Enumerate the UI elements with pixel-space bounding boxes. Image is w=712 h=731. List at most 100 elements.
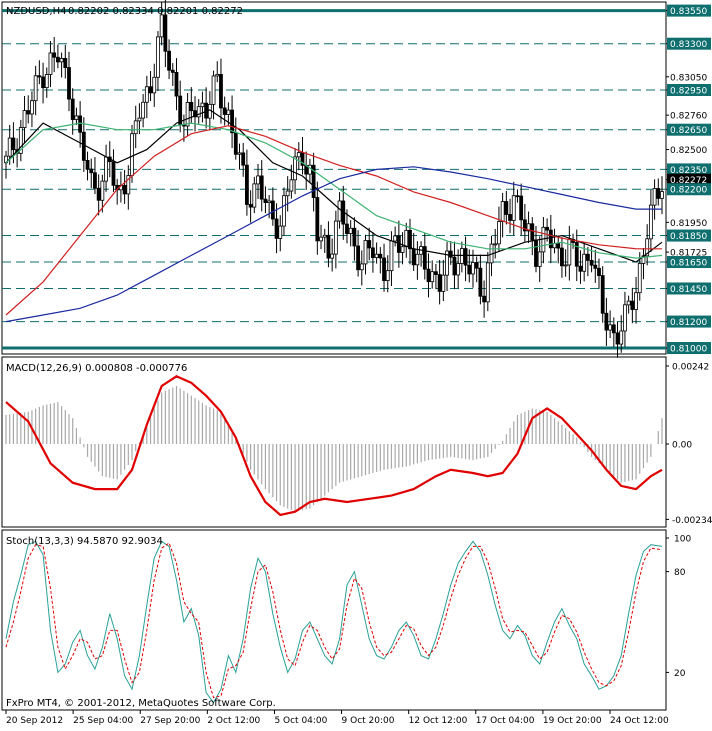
stoch-lines — [5, 540, 663, 704]
candle — [219, 58, 223, 124]
candle-body — [315, 197, 320, 242]
candle — [222, 96, 227, 126]
candle — [111, 149, 116, 192]
candle — [563, 249, 568, 277]
current-price-marker — [667, 173, 711, 186]
candle — [319, 224, 323, 250]
candle-body — [70, 98, 75, 120]
candle — [59, 52, 64, 78]
candle — [78, 101, 83, 148]
candle-body — [363, 240, 368, 265]
price-tick-label: 0.82350 — [670, 166, 707, 176]
candle-body — [230, 109, 234, 134]
level-marker — [667, 256, 711, 269]
price-panel: 0.83550 0.83300 0.83050 0.82950 0.82760 0.826… — [1, 0, 711, 358]
candle — [430, 260, 435, 289]
candle — [322, 228, 327, 254]
time-tick-label: 19 Oct 20:00 — [543, 716, 602, 726]
candle-body — [274, 218, 279, 239]
candle — [463, 236, 468, 282]
candle — [604, 297, 609, 346]
candle-body — [308, 164, 312, 175]
candle-body — [459, 248, 464, 264]
time-axis: 20 Sep 2012 25 Sep 04:00 27 Sep 20:00 2 Oct… — [5, 710, 669, 726]
candle-body — [322, 234, 327, 238]
candle — [426, 253, 431, 298]
candle — [196, 99, 201, 124]
candle — [560, 237, 564, 278]
candle — [55, 44, 60, 69]
level-marker — [667, 163, 711, 176]
candle-body — [52, 52, 57, 58]
candle — [130, 124, 134, 183]
macd-axis: 0.00242 0.00 -0.00234 — [666, 363, 712, 526]
candle-body — [623, 304, 627, 332]
candle — [574, 229, 579, 282]
candle-body — [185, 102, 190, 127]
candle — [522, 203, 527, 242]
candle-body — [497, 221, 501, 245]
candle-body — [48, 52, 53, 75]
candle-body — [574, 242, 579, 267]
candle-body — [608, 324, 613, 331]
level-marker — [667, 282, 711, 295]
price-tick-label: 0.81850 — [670, 232, 707, 242]
candle — [415, 241, 420, 280]
candle — [585, 247, 590, 277]
candle — [615, 321, 620, 358]
price-panel-frame — [1, 1, 667, 355]
candle-body — [252, 183, 257, 208]
time-tick-label: 25 Sep 04:00 — [73, 716, 133, 726]
candle-body — [415, 253, 420, 266]
candle — [159, 2, 164, 46]
candle — [274, 203, 279, 254]
candle — [100, 174, 105, 213]
candle-body — [245, 164, 249, 205]
candle — [245, 149, 249, 216]
price-candles — [4, 0, 664, 358]
candle-body — [130, 133, 134, 176]
candle-body — [434, 271, 438, 275]
candle — [215, 61, 220, 83]
time-tick-label: 27 Sep 20:00 — [140, 716, 200, 726]
candle — [367, 227, 372, 261]
candle-body — [174, 71, 179, 97]
candle-body — [33, 75, 38, 102]
candle — [626, 295, 631, 314]
candle-body — [241, 152, 246, 166]
candle-body — [263, 198, 268, 203]
candle-body — [534, 239, 538, 267]
stoch-main-line — [5, 540, 663, 704]
candle-body — [122, 185, 127, 195]
candle-body — [189, 102, 194, 112]
level-marker — [667, 123, 711, 136]
candle — [478, 254, 483, 305]
candle-body — [233, 132, 238, 155]
candle — [356, 230, 360, 277]
candle-body — [285, 190, 290, 197]
candle — [656, 178, 661, 206]
candle — [70, 88, 75, 135]
stoch-title: Stoch(13,3,3) 94.5870 92.9034 — [6, 536, 163, 547]
candle-body — [85, 159, 90, 170]
candle-body — [326, 234, 331, 259]
candle-body — [593, 264, 598, 269]
candle — [459, 241, 464, 273]
candle — [330, 238, 335, 272]
candle-body — [371, 247, 375, 259]
candle — [237, 143, 242, 170]
moving-average-line — [5, 122, 663, 259]
candle-body — [67, 67, 71, 100]
level-marker — [667, 183, 711, 196]
time-tick-label: 2 Oct 12:00 — [207, 716, 260, 726]
candle-body — [600, 275, 605, 314]
candle — [152, 63, 157, 107]
candle — [96, 174, 101, 216]
level-marker — [667, 342, 711, 355]
candle — [608, 310, 613, 339]
candle-body — [215, 74, 220, 77]
candle — [252, 176, 257, 214]
time-tick-label: 9 Oct 20:00 — [342, 716, 395, 726]
